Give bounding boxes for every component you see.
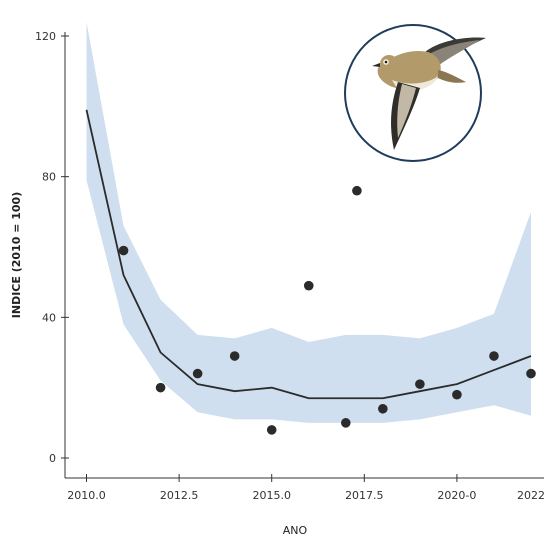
data-point	[415, 379, 425, 389]
y-tick-label: 0	[49, 452, 56, 465]
data-point	[340, 418, 351, 428]
x-axis-title: ANO	[283, 524, 308, 536]
x-tick-label: 2020-0	[437, 489, 476, 502]
data-point	[155, 382, 166, 393]
trend-line-layer	[85, 109, 532, 400]
x-tick-label: 2010.0	[67, 489, 106, 502]
bird-in-flight-icon	[372, 37, 486, 150]
data-point	[452, 389, 462, 400]
x-tick-label: 2012.5	[160, 489, 199, 502]
data-point	[192, 368, 203, 379]
axes	[64, 32, 544, 479]
data-point	[352, 185, 362, 196]
confidence-band-layer	[86, 21, 531, 423]
x-tick-label: 2022	[517, 489, 544, 502]
data-point	[229, 351, 240, 361]
x-tick-label: 2017.5	[345, 489, 384, 502]
data-point	[489, 351, 499, 361]
data-point	[378, 403, 388, 414]
data-point	[526, 368, 536, 379]
data-point	[266, 425, 277, 435]
data-point	[118, 245, 129, 256]
y-tick-label: 120	[35, 30, 56, 43]
ticks-layer: 0 40 80 120 2010.0 2012.5 2015.0 2017.5 2020-0 20…	[35, 30, 544, 502]
observed-points-layer	[118, 185, 536, 435]
trend-line	[85, 109, 532, 400]
bird-inset	[344, 24, 486, 162]
x-tick-label: 2015.0	[252, 489, 291, 502]
confidence-band	[86, 21, 531, 423]
y-axis-title: INDICE (2010 = 100)	[10, 192, 23, 318]
y-tick-label: 40	[42, 311, 56, 324]
data-point	[303, 280, 314, 291]
y-tick-label: 80	[42, 171, 56, 184]
